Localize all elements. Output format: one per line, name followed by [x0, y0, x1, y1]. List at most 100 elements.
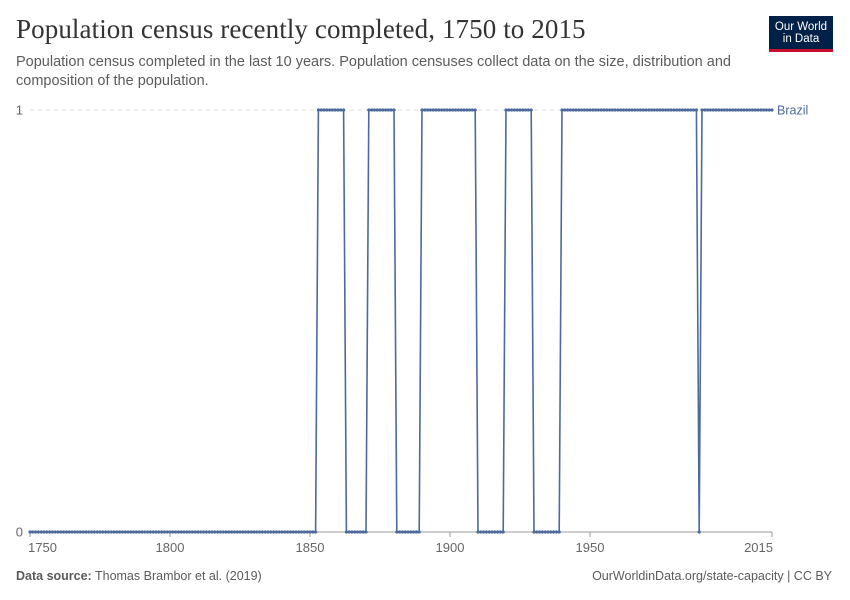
- data-point: [375, 108, 379, 112]
- data-point: [734, 108, 738, 112]
- data-point: [39, 530, 43, 534]
- data-point: [764, 108, 769, 112]
- data-point: [398, 530, 402, 534]
- data-point: [392, 108, 396, 112]
- data-point: [736, 108, 741, 112]
- data-point: [213, 530, 217, 534]
- data-point: [664, 108, 668, 112]
- data-point: [59, 530, 63, 534]
- data-point: [627, 108, 631, 112]
- data-point: [574, 108, 578, 112]
- data-point: [188, 530, 192, 534]
- data-point: [501, 530, 505, 534]
- data-point: [720, 108, 724, 112]
- data-point: [543, 530, 547, 534]
- y-tick-label: 1: [16, 103, 23, 118]
- data-point: [286, 530, 290, 534]
- data-point: [165, 530, 169, 534]
- data-point: [272, 530, 276, 534]
- data-point: [90, 530, 94, 534]
- data-point: [496, 530, 500, 534]
- data-point: [599, 108, 603, 112]
- data-point: [462, 108, 466, 112]
- data-point: [616, 108, 620, 112]
- data-point: [325, 108, 329, 112]
- data-point: [350, 530, 354, 534]
- data-point: [50, 530, 55, 534]
- data-point: [655, 108, 659, 112]
- data-point: [540, 530, 545, 534]
- data-point: [414, 530, 418, 534]
- data-point: [624, 108, 629, 112]
- data-point: [605, 108, 609, 112]
- data-point: [330, 108, 334, 112]
- data-point: [725, 108, 729, 112]
- data-point: [703, 108, 707, 112]
- data-source-text[interactable]: Thomas Brambor et al. (2019): [94, 569, 262, 583]
- data-point: [420, 108, 424, 112]
- data-point: [230, 530, 234, 534]
- data-point: [42, 530, 46, 534]
- data-point: [162, 530, 166, 534]
- data-point: [479, 530, 483, 534]
- data-point: [465, 108, 469, 112]
- data-point: [722, 108, 727, 112]
- data-point: [454, 108, 458, 112]
- x-tick-label: 2015: [744, 540, 773, 555]
- data-point: [686, 108, 690, 112]
- data-point: [767, 108, 771, 112]
- data-point: [423, 108, 427, 112]
- data-point: [554, 530, 559, 534]
- data-point: [311, 530, 315, 534]
- data-point: [672, 108, 676, 112]
- series-line-brazil: [30, 109, 772, 533]
- data-point: [120, 530, 124, 534]
- data-point: [190, 530, 194, 534]
- data-point: [207, 530, 211, 534]
- data-point: [552, 530, 556, 534]
- data-point: [76, 530, 80, 534]
- data-point: [109, 530, 113, 534]
- data-point: [339, 108, 343, 112]
- data-point: [582, 108, 587, 112]
- data-point: [532, 530, 536, 534]
- data-point: [753, 108, 757, 112]
- footer-credit[interactable]: OurWorldinData.org/state-capacity | CC B…: [592, 569, 832, 583]
- data-point: [613, 108, 617, 112]
- logo-line-1: Our World: [774, 20, 828, 33]
- data-point: [409, 530, 413, 534]
- data-point: [434, 108, 438, 112]
- data-source-label: Data source:: [16, 569, 92, 583]
- data-point: [437, 108, 441, 112]
- data-point: [524, 108, 528, 112]
- data-point: [498, 530, 502, 534]
- series-label: Brazil: [777, 104, 808, 118]
- data-point: [521, 108, 525, 112]
- data-point: [224, 530, 228, 534]
- data-point: [683, 108, 687, 112]
- owid-logo[interactable]: Our World in Data: [769, 16, 833, 52]
- data-point: [440, 108, 444, 112]
- data-point: [263, 530, 267, 534]
- data-point: [342, 108, 346, 112]
- data-point: [608, 108, 612, 112]
- y-tick-label: 0: [16, 525, 23, 540]
- chart-subtitle: Population census completed in the last …: [16, 54, 731, 89]
- data-point: [104, 530, 108, 534]
- data-point: [526, 108, 531, 112]
- data-point: [126, 530, 130, 534]
- data-point: [123, 530, 127, 534]
- data-point: [756, 108, 760, 112]
- data-point: [678, 108, 682, 112]
- data-point: [403, 530, 407, 534]
- data-point: [571, 108, 575, 112]
- data-point: [140, 530, 144, 534]
- data-point: [297, 530, 301, 534]
- data-point: [386, 108, 390, 112]
- data-point: [70, 530, 74, 534]
- data-point: [143, 530, 147, 534]
- data-point: [728, 108, 732, 112]
- data-point: [473, 108, 477, 112]
- data-point: [689, 108, 693, 112]
- data-point: [78, 530, 82, 534]
